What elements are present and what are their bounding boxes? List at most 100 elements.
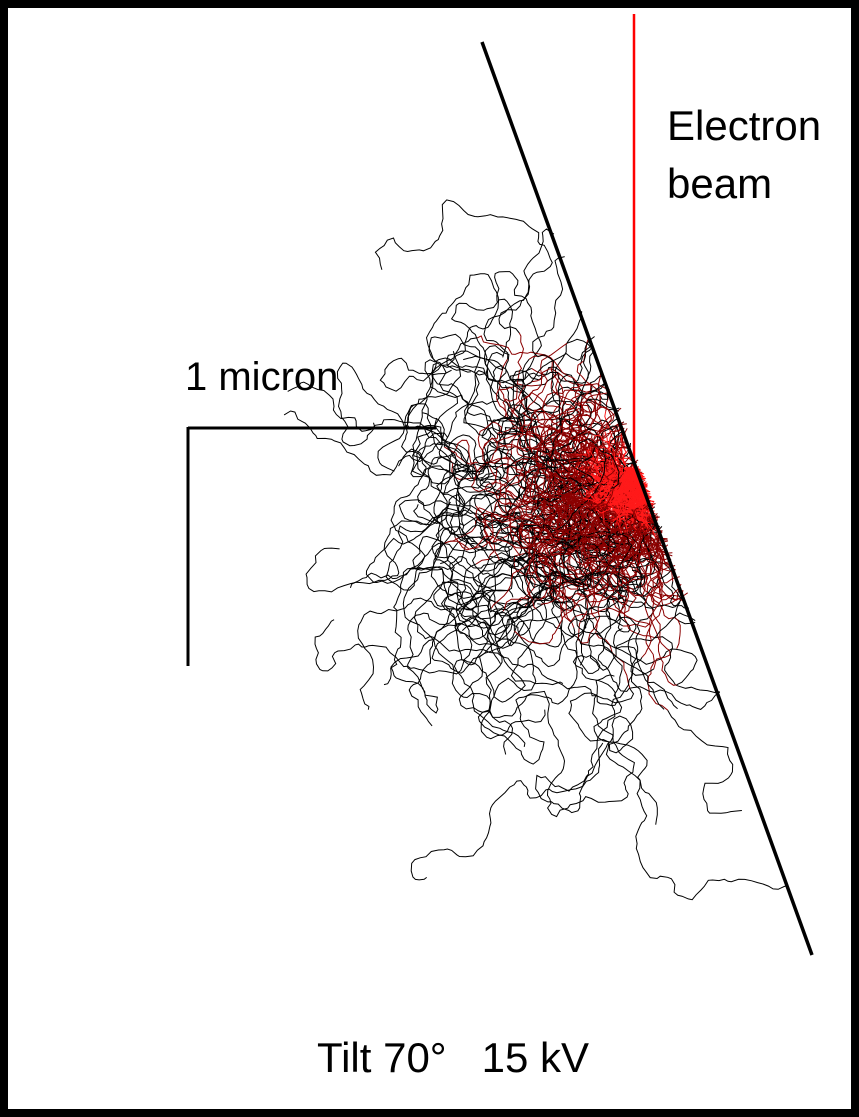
beam-label: Electron xyxy=(667,102,821,149)
trajectory xyxy=(538,527,631,621)
trajectory xyxy=(447,428,599,540)
trajectory xyxy=(487,412,512,422)
trajectory xyxy=(524,497,589,596)
trajectory xyxy=(537,603,541,605)
trajectory xyxy=(546,369,602,457)
trajectory xyxy=(553,427,638,531)
trajectory xyxy=(516,367,581,474)
trajectory xyxy=(455,439,574,493)
trajectory xyxy=(498,418,532,476)
trajectory xyxy=(475,485,575,548)
trajectory xyxy=(412,535,564,686)
trajectory xyxy=(572,346,593,394)
trajectory xyxy=(520,479,614,553)
trajectory xyxy=(498,454,616,496)
trajectory xyxy=(453,601,529,747)
trajectory xyxy=(357,553,537,710)
trajectory xyxy=(483,437,580,498)
trajectory xyxy=(475,501,597,540)
trajectory xyxy=(498,228,555,334)
trajectory xyxy=(472,525,542,592)
trajectory xyxy=(493,438,619,485)
trajectory xyxy=(431,362,544,446)
trajectory xyxy=(495,464,580,540)
trajectory xyxy=(643,534,669,711)
trajectory xyxy=(433,454,497,530)
trajectory xyxy=(634,520,680,589)
trajectory xyxy=(604,451,620,489)
trajectory xyxy=(655,636,720,694)
trajectory xyxy=(398,333,535,478)
sample-surface xyxy=(480,41,814,956)
trajectory xyxy=(630,467,656,538)
trajectories xyxy=(283,199,789,901)
trajectory xyxy=(508,472,587,558)
caption: Tilt 70° 15 kV xyxy=(317,1034,589,1081)
trajectory xyxy=(550,371,609,413)
trajectory xyxy=(444,496,594,550)
trajectory xyxy=(454,510,652,666)
trajectory xyxy=(535,657,643,814)
trajectory xyxy=(455,446,591,599)
trajectory xyxy=(553,487,597,609)
trajectory xyxy=(505,488,521,509)
trajectory xyxy=(621,428,628,448)
trajectory xyxy=(540,494,597,605)
trajectory xyxy=(609,467,633,523)
trajectory xyxy=(490,501,604,609)
trajectory xyxy=(589,382,607,393)
trajectory xyxy=(535,533,635,574)
trajectory xyxy=(349,542,445,588)
trajectory xyxy=(408,607,492,727)
trajectory xyxy=(507,484,604,549)
trajectory xyxy=(594,434,633,474)
trajectory xyxy=(499,358,663,557)
trajectory xyxy=(559,350,595,428)
trajectory xyxy=(411,432,501,522)
trajectory xyxy=(622,513,658,538)
trajectory xyxy=(588,612,696,676)
trajectory xyxy=(477,421,577,483)
trajectory xyxy=(609,516,659,597)
trajectory xyxy=(416,412,501,496)
trajectory xyxy=(633,467,654,505)
trajectory xyxy=(522,401,603,488)
trajectory xyxy=(374,199,553,360)
trajectory xyxy=(479,520,656,570)
trajectory xyxy=(605,559,643,627)
trajectory xyxy=(560,619,658,825)
trajectory xyxy=(548,534,616,604)
trajectory xyxy=(643,524,682,601)
trajectory xyxy=(567,428,624,499)
trajectory xyxy=(532,256,565,480)
trajectory xyxy=(590,586,721,710)
trajectory xyxy=(512,519,665,710)
trajectory xyxy=(667,709,742,814)
scale-label: 1 micron xyxy=(185,355,338,399)
trajectory xyxy=(402,526,528,713)
trajectory xyxy=(283,410,477,476)
trajectory xyxy=(628,467,649,529)
trajectory xyxy=(524,408,594,450)
trajectory xyxy=(594,505,664,560)
trajectory xyxy=(519,473,642,547)
beam-label: beam xyxy=(667,160,772,207)
trajectory xyxy=(643,531,677,571)
trajectory xyxy=(534,426,595,510)
trajectory xyxy=(612,628,698,686)
trajectory xyxy=(538,311,583,386)
trajectory xyxy=(576,487,660,568)
trajectory xyxy=(485,583,635,818)
trajectory xyxy=(524,560,565,612)
trajectory xyxy=(440,493,547,608)
trajectory xyxy=(567,615,789,901)
trajectory xyxy=(595,525,631,617)
trajectory xyxy=(582,467,634,504)
trajectory xyxy=(566,338,594,350)
trajectory xyxy=(471,400,617,484)
trajectory xyxy=(412,369,552,553)
trajectory xyxy=(619,522,668,551)
trajectory xyxy=(390,587,576,714)
